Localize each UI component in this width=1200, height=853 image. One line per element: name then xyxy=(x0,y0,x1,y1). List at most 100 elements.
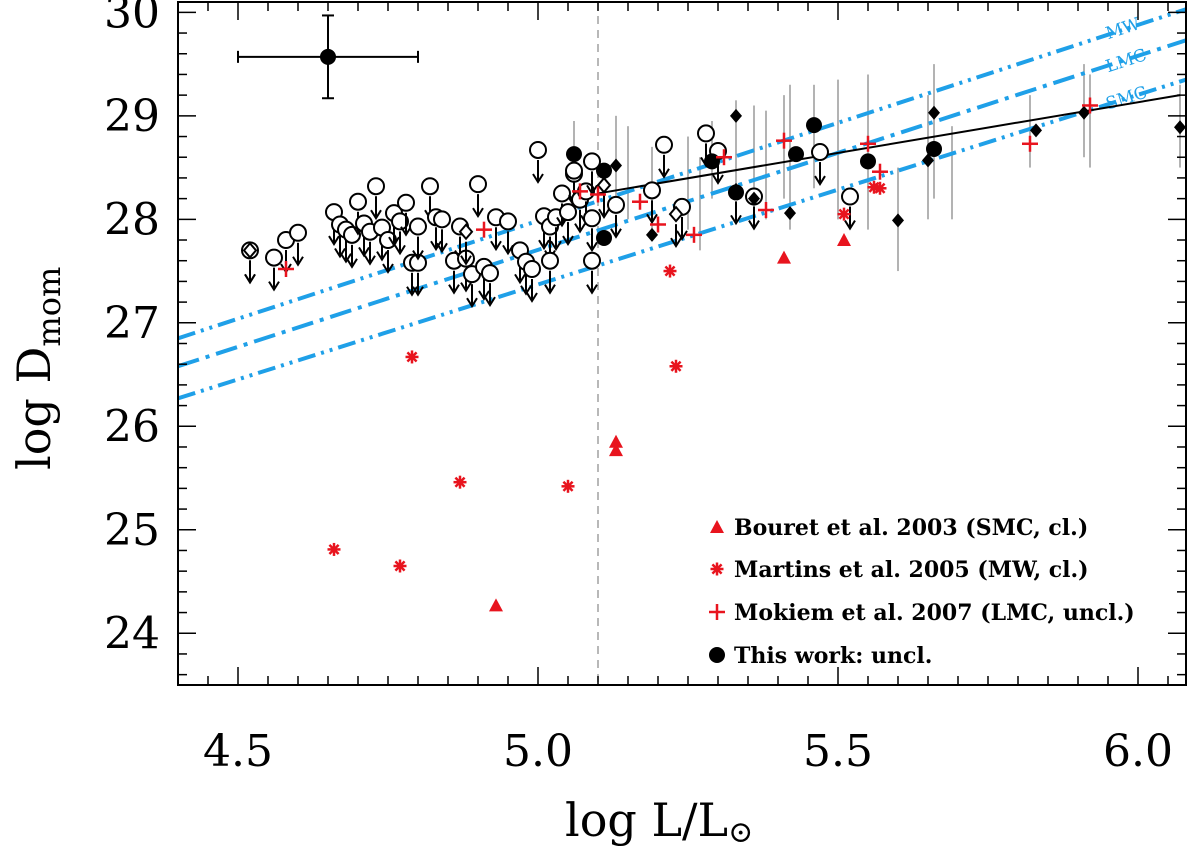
data-point-filled-diamond xyxy=(610,158,622,173)
arrow-head xyxy=(340,253,352,264)
open-circle-mark xyxy=(583,251,601,270)
triangle-mark xyxy=(609,434,623,448)
filled-diamond-mark xyxy=(928,105,940,120)
open-circle-mark xyxy=(583,152,601,171)
arrow-head xyxy=(538,239,550,251)
data-point-open-circle-arrow xyxy=(523,259,541,303)
y-tick-label: 26 xyxy=(104,401,160,452)
open-circle-mark xyxy=(643,181,661,200)
filled-circle-mark xyxy=(728,184,744,201)
arrow-head xyxy=(376,251,388,262)
data-point-filled-diamond xyxy=(646,227,658,242)
arrow-head xyxy=(520,285,532,296)
arrow-head xyxy=(814,175,826,186)
line-label-lmc: LMC xyxy=(1103,45,1149,77)
filled-circle-mark xyxy=(709,647,725,663)
arrow-head xyxy=(748,220,760,231)
filled-diamond-mark xyxy=(784,206,796,221)
data-point-open-circle-arrow xyxy=(559,203,577,246)
data-point-plus xyxy=(860,135,876,152)
arrow-head xyxy=(358,246,370,258)
error-sample-point xyxy=(320,48,336,65)
open-circle-mark xyxy=(583,209,601,228)
data-point-filled-circle xyxy=(704,153,720,170)
filled-circle-mark xyxy=(926,140,942,157)
data-point-filled-diamond xyxy=(748,191,760,206)
open-circle-mark xyxy=(541,251,559,270)
y-tick-label: 29 xyxy=(104,91,160,142)
data-point-filled-diamond xyxy=(784,206,796,221)
asterisk-stroke xyxy=(562,480,574,492)
data-point-asterisk xyxy=(669,359,683,373)
data-point-open-circle-arrow xyxy=(643,181,661,225)
filled-diamond-mark xyxy=(1174,120,1186,135)
data-point-asterisk xyxy=(405,350,419,364)
legend-label: Martins et al. 2005 (MW, cl.) xyxy=(734,557,1089,583)
open-circle-mark xyxy=(553,184,571,203)
filled-diamond-mark xyxy=(730,108,742,123)
data-point-open-diamond-arrow xyxy=(596,176,612,220)
open-circle-mark xyxy=(265,248,283,267)
open-circle-mark xyxy=(469,175,487,194)
error-sample xyxy=(237,14,419,100)
arrow-head xyxy=(412,286,424,297)
data-point-filled-circle xyxy=(596,162,612,179)
arrow-head xyxy=(670,237,682,249)
data-point-filled-diamond xyxy=(1174,120,1186,135)
line-label-smc: SMC xyxy=(1103,83,1149,115)
data-point-triangle xyxy=(609,434,623,448)
data-point-asterisk xyxy=(453,475,467,489)
data-point-asterisk xyxy=(873,181,887,195)
open-circle-mark xyxy=(607,195,625,214)
filled-circle-mark xyxy=(788,146,804,163)
arrow-head xyxy=(466,297,478,309)
data-point-filled-diamond xyxy=(892,213,904,228)
arrow-head xyxy=(334,247,346,259)
filled-circle-mark xyxy=(704,153,720,170)
data-point-open-diamond-arrow xyxy=(458,223,474,266)
arrow-head xyxy=(712,174,724,185)
data-point-open-circle-arrow xyxy=(397,193,415,237)
data-point-open-circle-arrow xyxy=(409,217,427,261)
data-point-open-circle-arrow xyxy=(289,223,307,267)
data-point-plus xyxy=(716,149,732,166)
open-circle-mark xyxy=(499,212,517,231)
x-tick-label: 5.5 xyxy=(803,726,873,777)
arrow-head xyxy=(292,256,304,267)
data-point-filled-diamond xyxy=(922,153,934,168)
open-circle-mark xyxy=(367,177,385,196)
y-tick-label: 24 xyxy=(104,608,160,659)
arrow-head xyxy=(676,230,688,241)
data-point-plus xyxy=(476,221,492,238)
data-point-plus xyxy=(590,186,606,203)
data-point-triangle xyxy=(489,598,503,612)
open-circle-mark xyxy=(397,193,415,212)
data-point-plus xyxy=(278,260,294,277)
data-point-asterisk xyxy=(393,559,407,573)
triangle-mark xyxy=(489,598,503,612)
data-point-open-circle-arrow xyxy=(535,207,553,251)
arrow-head xyxy=(412,250,424,261)
open-circle-mark xyxy=(481,264,499,283)
arrow-head xyxy=(586,241,598,253)
data-point-filled-circle xyxy=(926,140,942,157)
y-axis-title-sub: mom xyxy=(30,267,68,347)
data-point-filled-circle xyxy=(728,184,744,201)
data-point-open-circle-arrow xyxy=(265,248,283,292)
open-circle-mark xyxy=(529,140,547,159)
data-point-plus xyxy=(758,202,774,219)
data-point-open-circle-arrow xyxy=(367,177,385,221)
arrow-head xyxy=(478,290,490,301)
legend-label: This work: uncl. xyxy=(734,643,932,669)
y-axis-title-main: log D xyxy=(7,347,61,470)
arrow-head xyxy=(268,281,280,292)
triangle-mark xyxy=(777,250,791,264)
y-axis-title: log Dmom xyxy=(7,267,68,470)
data-point-plus xyxy=(1082,97,1098,114)
data-point-plus xyxy=(776,132,792,149)
triangle-mark xyxy=(710,520,724,533)
arrow-head xyxy=(730,214,742,226)
asterisk-stroke xyxy=(454,476,466,488)
y-tick-label: 25 xyxy=(104,505,160,556)
